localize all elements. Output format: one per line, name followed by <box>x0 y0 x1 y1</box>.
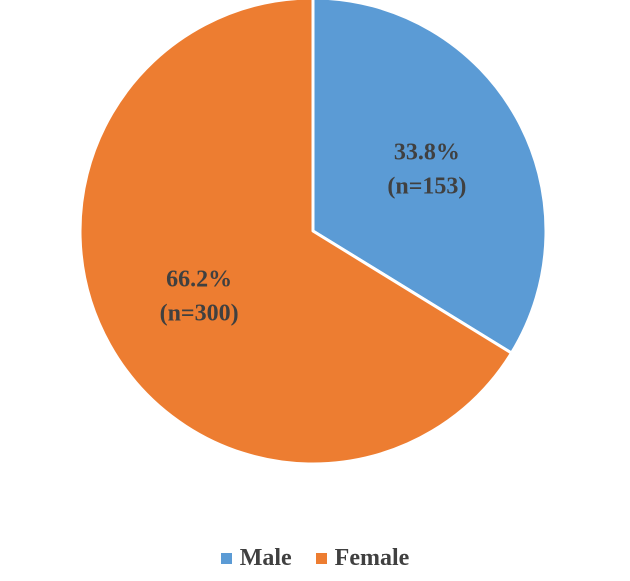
data-label-count-male: (n=153) <box>387 173 466 199</box>
pie-chart-canvas: 33.8% (n=153) 66.2% (n=300) <box>78 0 548 466</box>
chart-legend: Male Female <box>0 545 630 572</box>
legend-item-female: Female <box>315 545 410 572</box>
legend-label-male: Male <box>239 545 292 571</box>
legend-item-male: Male <box>220 545 292 572</box>
legend-label-female: Female <box>334 545 410 571</box>
pie-slice-female <box>78 0 513 466</box>
data-label-percent-female: 66.2% <box>166 267 232 293</box>
legend-swatch-female <box>315 553 327 564</box>
legend-swatch-male <box>220 553 232 564</box>
data-label-count-female: (n=300) <box>160 301 239 327</box>
data-label-percent-male: 33.8% <box>394 139 460 165</box>
pie-slice-male <box>311 0 548 355</box>
